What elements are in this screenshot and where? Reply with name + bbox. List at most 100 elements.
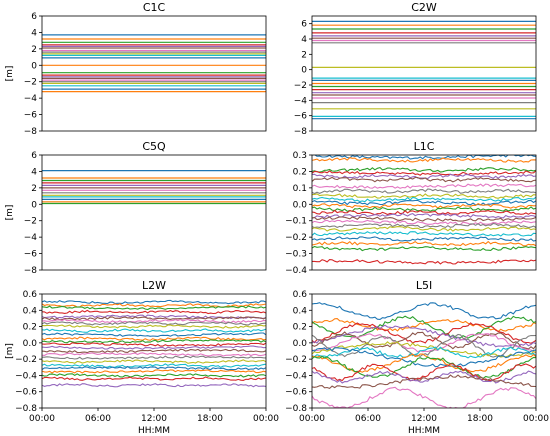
y-tick-label: 0 bbox=[301, 66, 307, 76]
y-tick-label: 0.2 bbox=[293, 167, 307, 177]
series-line bbox=[312, 170, 536, 176]
y-tick-label: 2 bbox=[301, 50, 307, 60]
x-tick-label: 06:00 bbox=[85, 414, 111, 424]
y-tick-label: 0.1 bbox=[293, 184, 307, 194]
series-line bbox=[42, 352, 266, 357]
y-tick-label: −2 bbox=[24, 78, 37, 88]
series-line bbox=[42, 359, 266, 364]
y-tick-label: 4 bbox=[301, 35, 307, 45]
series-group bbox=[312, 302, 536, 408]
y-axis-label: [m] bbox=[5, 66, 15, 82]
y-tick-label: −0.8 bbox=[15, 404, 37, 414]
panel-title: L1C bbox=[414, 140, 435, 153]
y-tick-label: 6 bbox=[31, 151, 37, 161]
x-tick-label: 00:00 bbox=[253, 414, 279, 424]
y-tick-label: −0.6 bbox=[15, 388, 37, 398]
series-line bbox=[312, 202, 536, 209]
series-group bbox=[42, 34, 266, 93]
series-line bbox=[312, 302, 536, 320]
series-line bbox=[312, 212, 536, 219]
y-tick-label: 0.0 bbox=[293, 200, 308, 210]
series-line bbox=[42, 339, 266, 344]
y-tick-label: −0.3 bbox=[285, 250, 307, 260]
series-line bbox=[312, 206, 536, 212]
y-tick-label: 0.0 bbox=[293, 339, 308, 349]
x-axis-label: HH:MM bbox=[138, 426, 170, 436]
y-tick-label: −6 bbox=[24, 111, 38, 121]
series-line bbox=[42, 336, 266, 341]
y-tick-label: 0.6 bbox=[293, 290, 308, 300]
series-line bbox=[42, 314, 266, 320]
series-line bbox=[312, 231, 536, 237]
y-tick-label: −0.6 bbox=[285, 388, 307, 398]
y-tick-label: −0.4 bbox=[285, 266, 307, 276]
x-tick-label: 18:00 bbox=[467, 414, 493, 424]
y-tick-label: −0.2 bbox=[285, 233, 307, 243]
series-line bbox=[42, 369, 266, 374]
series-line bbox=[312, 193, 536, 199]
y-tick-label: −0.4 bbox=[15, 371, 37, 381]
plot-frame bbox=[41, 154, 267, 271]
x-tick-label: 06:00 bbox=[355, 414, 381, 424]
y-tick-label: −4 bbox=[24, 94, 38, 104]
series-group bbox=[312, 155, 536, 265]
y-tick-label: −4 bbox=[294, 96, 308, 106]
y-tick-label: −8 bbox=[294, 127, 308, 137]
series-line bbox=[42, 345, 266, 350]
y-tick-label: 6 bbox=[31, 12, 37, 22]
x-tick-label: 12:00 bbox=[411, 414, 437, 424]
y-tick-label: −6 bbox=[294, 112, 308, 122]
y-tick-label: −6 bbox=[24, 250, 38, 260]
y-tick-label: 0.6 bbox=[23, 290, 38, 300]
series-line bbox=[312, 333, 536, 358]
series-line bbox=[312, 196, 536, 203]
series-line bbox=[312, 236, 536, 242]
panel-title: C5Q bbox=[142, 140, 166, 153]
series-group bbox=[312, 20, 536, 120]
series-line bbox=[42, 342, 266, 347]
y-tick-label: 0.0 bbox=[23, 339, 38, 349]
series-line bbox=[42, 376, 266, 381]
series-line bbox=[312, 156, 536, 163]
series-line bbox=[312, 370, 536, 384]
series-line bbox=[312, 374, 536, 390]
y-tick-label: −2 bbox=[294, 81, 307, 91]
series-line bbox=[312, 166, 536, 173]
series-line bbox=[312, 216, 536, 222]
y-tick-label: 6 bbox=[301, 20, 307, 30]
series-line bbox=[312, 324, 536, 348]
y-tick-label: 0.4 bbox=[293, 306, 308, 316]
x-tick-label: 12:00 bbox=[141, 414, 167, 424]
series-line bbox=[42, 316, 266, 321]
y-tick-label: −0.2 bbox=[15, 355, 37, 365]
y-tick-label: 4 bbox=[31, 167, 37, 177]
series-line bbox=[312, 199, 536, 206]
series-group bbox=[42, 299, 266, 388]
series-line bbox=[312, 245, 536, 252]
x-axis-label: HH:MM bbox=[408, 426, 440, 436]
y-tick-label: 2 bbox=[31, 184, 37, 194]
series-line bbox=[42, 332, 266, 337]
y-tick-label: 0.2 bbox=[293, 323, 307, 333]
y-axis-label: [m] bbox=[5, 205, 15, 221]
series-line bbox=[312, 219, 536, 226]
x-tick-label: 18:00 bbox=[197, 414, 223, 424]
series-line bbox=[42, 328, 266, 333]
series-line bbox=[312, 347, 536, 368]
y-tick-label: 0 bbox=[31, 200, 37, 210]
panel-3: L1C −0.4 −0.3 −0.2 −0.1 0.0 0.1 0.2 0.3 bbox=[285, 140, 537, 276]
series-line bbox=[312, 176, 536, 183]
y-tick-label: 0.4 bbox=[23, 306, 38, 316]
panel-1: C2W −8 −6 −4 −2 0 2 4 6 bbox=[294, 1, 537, 137]
series-line bbox=[42, 321, 266, 326]
panel-title: L5I bbox=[416, 279, 432, 292]
panel-0: C1C −8 −6 −4 −2 0 2 4 6 [m] bbox=[5, 1, 267, 137]
series-line bbox=[42, 373, 266, 378]
series-line bbox=[312, 322, 536, 344]
series-line bbox=[312, 259, 536, 265]
subplot-grid: C1C −8 −6 −4 −2 0 2 4 6 [m] C2W −8 −6 −4 −2 0 2 4 6 C5Q −8 −6… bbox=[5, 1, 549, 436]
series-line bbox=[42, 348, 266, 354]
series-line bbox=[312, 240, 536, 247]
series-line bbox=[42, 324, 266, 329]
